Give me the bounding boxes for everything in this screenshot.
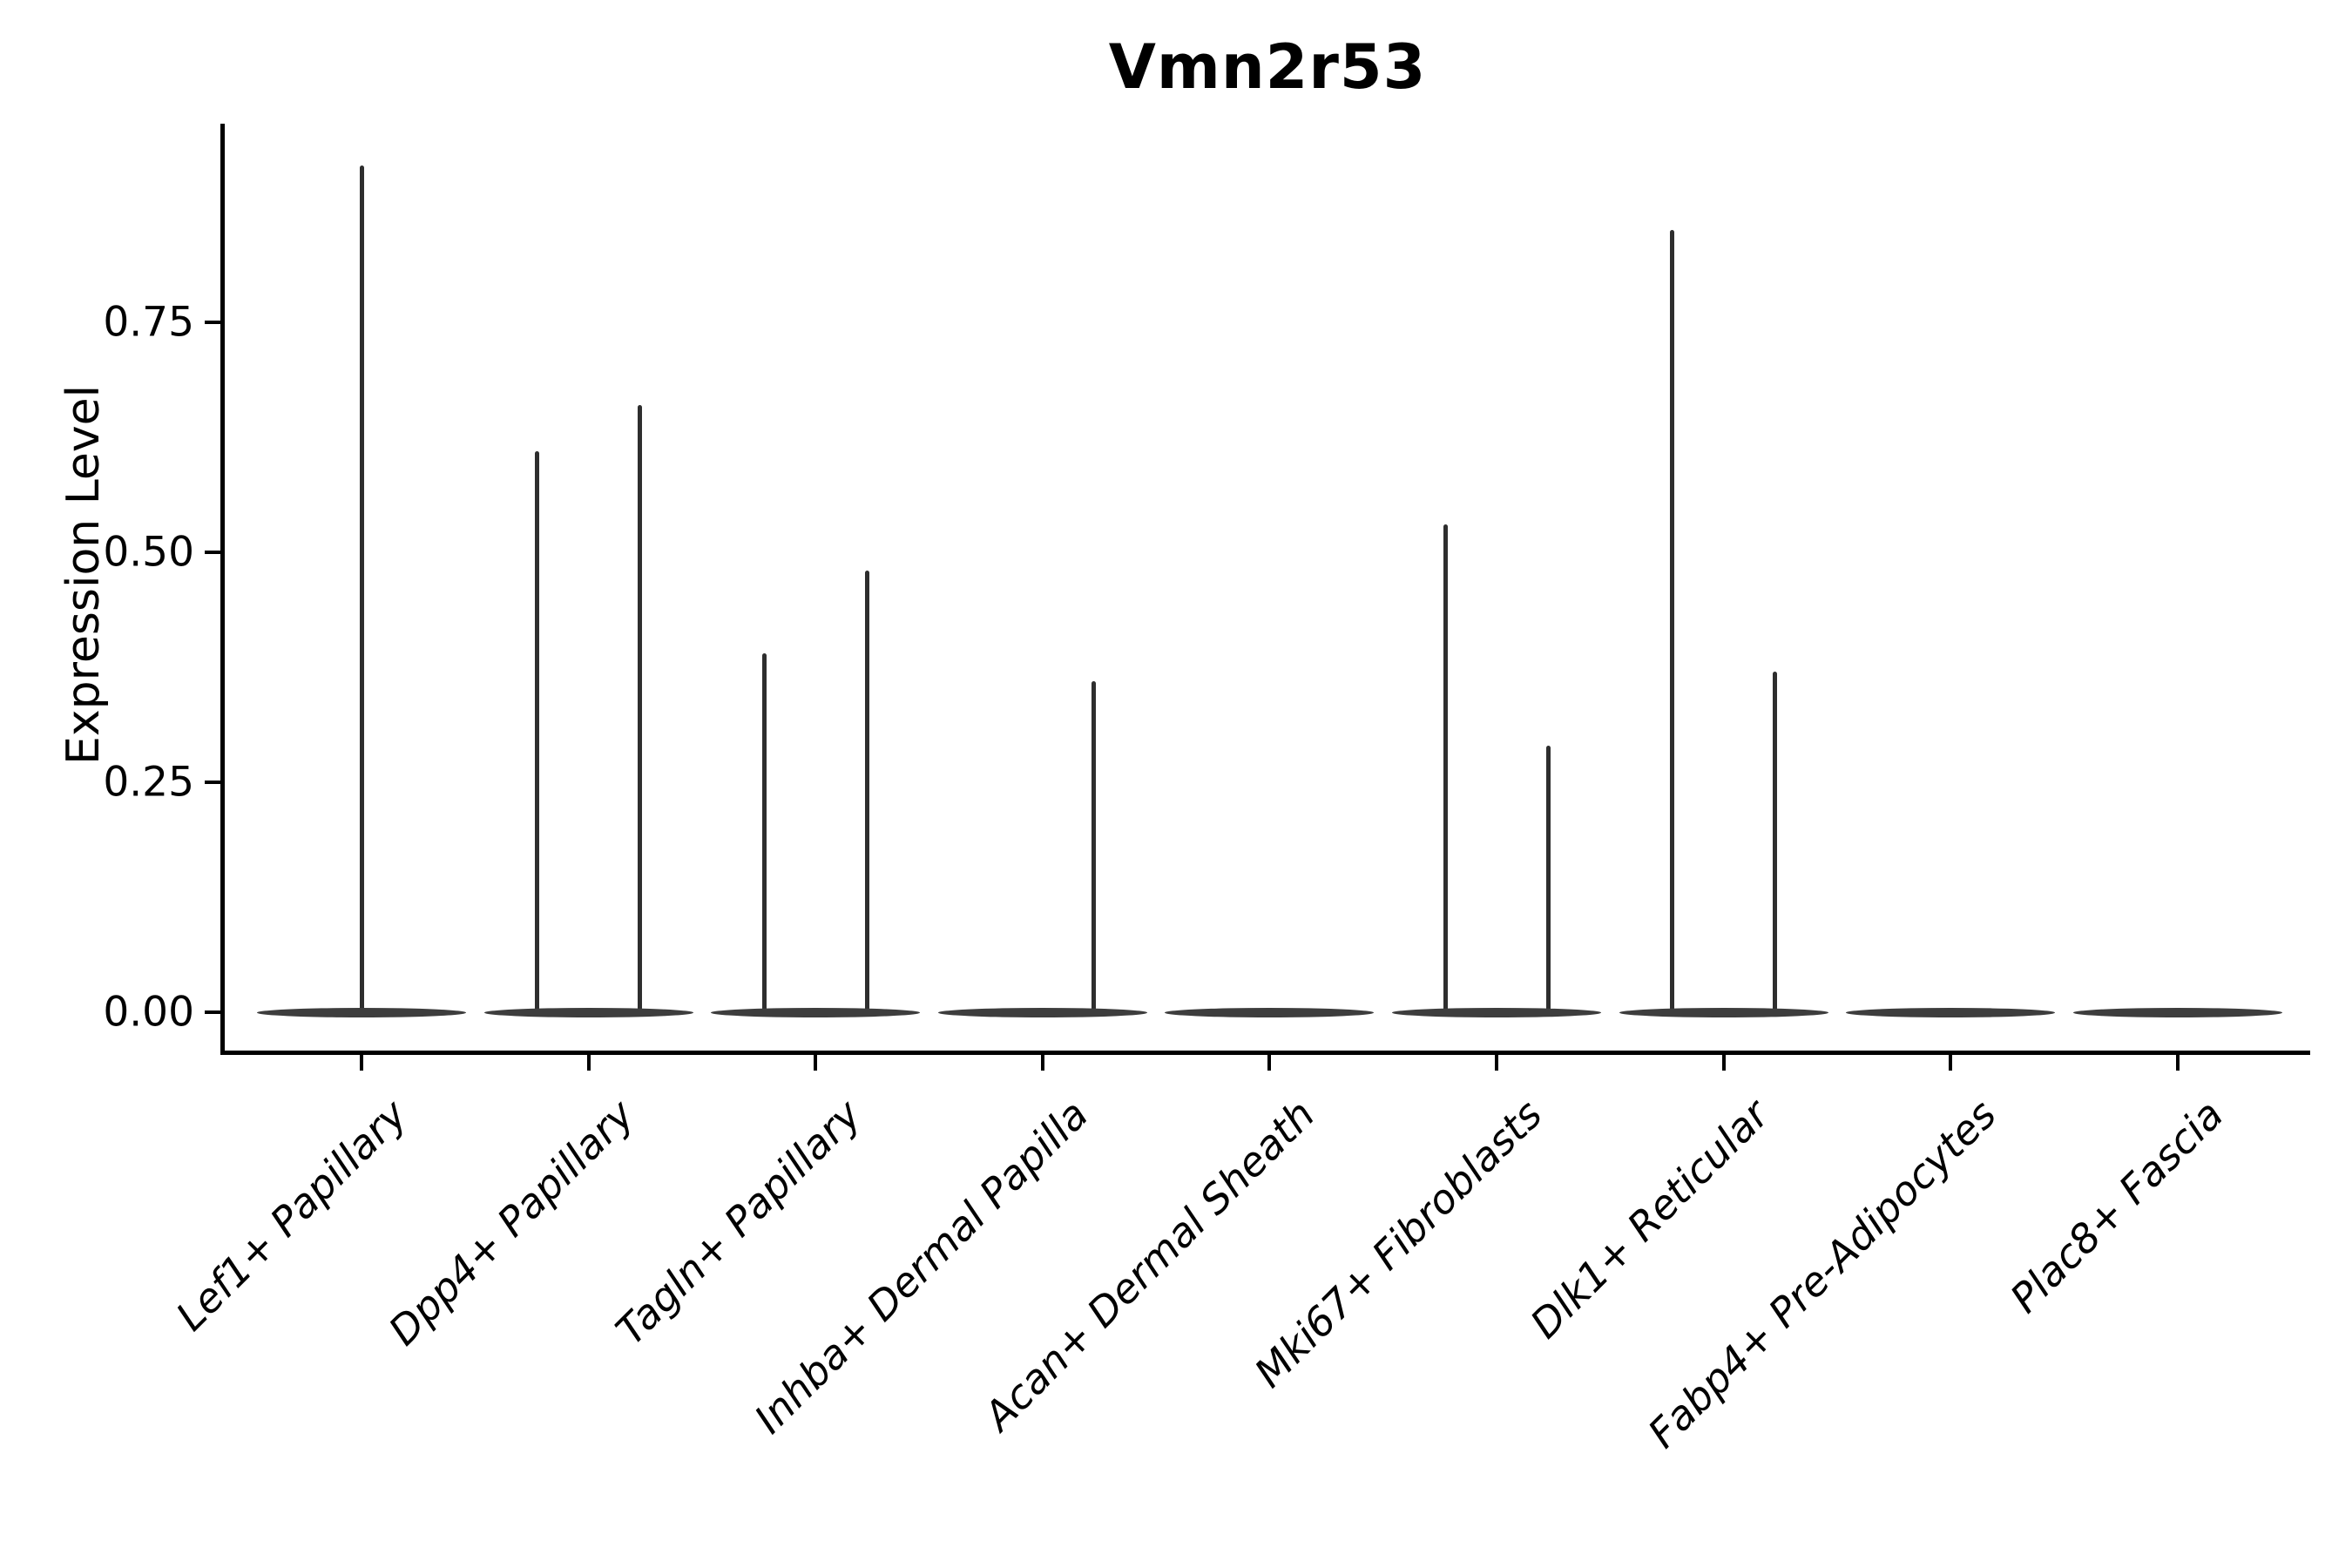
violin-spike [864, 571, 869, 1015]
x-tick [1267, 1055, 1272, 1071]
violin-base [1846, 1007, 2056, 1017]
violin-base [1165, 1007, 1375, 1017]
x-tick [1495, 1055, 1498, 1071]
x-tick-label: Lef1+ Papillary [166, 1091, 416, 1340]
y-tick [205, 321, 220, 324]
x-tick-label: Dpp4+ Papillary [379, 1091, 643, 1355]
violin-spike [761, 653, 767, 1015]
y-tick-label: 0.00 [103, 988, 194, 1037]
y-tick-label: 0.25 [103, 758, 194, 807]
x-tick-label: Dlk1+ Reticular [1521, 1091, 1778, 1348]
x-tick [1040, 1055, 1044, 1071]
y-axis-line [220, 124, 225, 1055]
y-tick-label: 0.50 [103, 528, 194, 577]
y-tick-label: 0.75 [103, 298, 194, 347]
violin-base [711, 1007, 921, 1017]
violin-spike [359, 166, 364, 1015]
x-tick [2175, 1055, 2180, 1071]
violin-base [483, 1007, 693, 1017]
x-tick [1949, 1055, 1953, 1071]
x-tick-label: Tagln+ Papillary [606, 1091, 870, 1355]
violin-spike [1670, 230, 1675, 1015]
x-tick [586, 1055, 591, 1071]
violin-spike [638, 405, 643, 1015]
violin-spike [1773, 672, 1778, 1015]
violin-spike [535, 450, 540, 1015]
y-tick [205, 551, 220, 554]
x-axis-line [220, 1051, 2310, 1055]
y-tick [205, 1010, 220, 1014]
violin-base [257, 1007, 466, 1017]
x-tick [1721, 1055, 1726, 1071]
x-tick-label: Plac8+ Fascia [2000, 1091, 2232, 1322]
violin-spike [1443, 524, 1448, 1015]
violin-base [1392, 1007, 1601, 1017]
x-tick [360, 1055, 363, 1071]
violin-spike [1092, 680, 1097, 1015]
violin-base [2072, 1007, 2282, 1017]
violin-base [937, 1007, 1147, 1017]
chart-title: Vmn2r53 [1108, 31, 1427, 103]
violin-base [1619, 1007, 1828, 1017]
violin-spike [1545, 745, 1551, 1015]
y-tick [205, 781, 220, 784]
x-tick [814, 1055, 818, 1071]
